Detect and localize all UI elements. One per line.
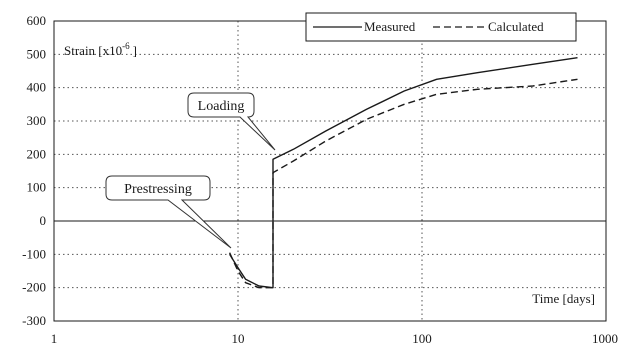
grid-lines [54,21,606,321]
y-tick-label: -200 [22,280,46,295]
x-tick-label: 1000 [592,331,618,346]
y-tick-labels: -300 -200 -100 0 100 200 300 400 500 600 [22,13,46,328]
callout-loading: Loading [187,92,276,151]
series-line-calculated [228,78,578,289]
series-layer [228,57,578,289]
y-tick-label: 0 [40,213,47,228]
y-tick-label: -300 [22,313,46,328]
y-axis-label: Strain [x10-6] [64,41,137,58]
callout-loading-bubble [187,92,276,151]
callout-prestressing-text: Prestressing [124,182,192,197]
series-line-measured [229,57,578,289]
callout-prestressing-bubble [105,175,232,249]
y-tick-label: -100 [22,246,46,261]
y-tick-label: 100 [27,180,47,195]
y-tick-label: 500 [27,46,47,61]
legend-label-calculated: Calculated [488,19,544,34]
plot-area [54,21,606,321]
y-axis-label-main: Strain [x10 [64,43,122,58]
x-tick-label: 1 [51,331,58,346]
y-axis-label-exponent: -6 [122,41,130,51]
y-tick-label: 300 [27,113,47,128]
x-tick-labels: 1 10 100 1000 [51,331,618,346]
y-tick-label: 600 [27,13,47,28]
y-tick-label: 200 [27,146,47,161]
x-axis-label: Time [days] [532,291,595,306]
callout-prestressing: Prestressing [105,175,232,249]
y-axis-label-end: ] [133,43,137,58]
y-tick-label: 400 [27,80,47,95]
legend-label-measured: Measured [364,19,416,34]
x-tick-label: 10 [232,331,245,346]
legend: Measured Calculated [305,12,577,42]
x-tick-label: 100 [412,331,432,346]
callout-loading-text: Loading [198,99,245,114]
